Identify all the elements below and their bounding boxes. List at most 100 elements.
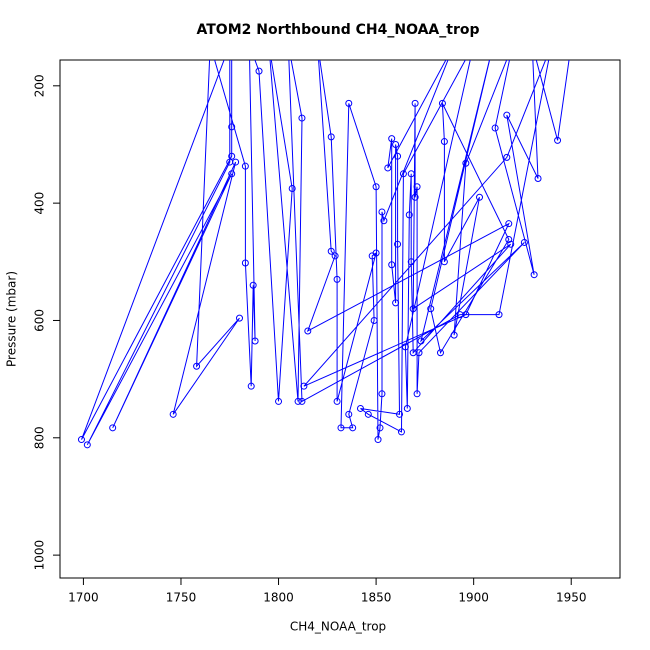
data-point [392, 299, 400, 307]
data-point [510, 42, 516, 48]
y-tick-label: 800 [33, 426, 47, 449]
data-point [241, 162, 249, 170]
data-point [411, 193, 419, 201]
data-point [246, 42, 252, 48]
y-tick-label: 1000 [33, 540, 47, 571]
data-point [228, 123, 236, 131]
data-point [440, 258, 448, 266]
data-point [438, 99, 446, 107]
data-point [462, 159, 470, 167]
data-point [294, 397, 302, 405]
y-tick-label: 600 [33, 309, 47, 332]
data-point [503, 111, 511, 119]
x-tick-label: 1750 [166, 591, 197, 605]
data-point [568, 42, 574, 48]
data-point [275, 397, 283, 405]
data-point [503, 153, 511, 161]
data-point [337, 424, 345, 432]
data-point [549, 42, 555, 48]
data-point [436, 349, 444, 357]
data-point [407, 258, 415, 266]
data-point [392, 140, 400, 148]
data-point [298, 114, 306, 122]
chart-title: ATOM2 Northbound CH4_NOAA_trop [197, 22, 480, 38]
data-point [364, 410, 372, 418]
data-point [380, 217, 388, 225]
data-point [193, 362, 201, 370]
data-point [333, 275, 341, 283]
plot-frame [59, 59, 621, 579]
data-point [304, 327, 312, 335]
data-point [399, 170, 407, 178]
data-point [417, 337, 425, 345]
data-point [534, 175, 542, 183]
data-point [530, 271, 538, 279]
data-point [374, 436, 382, 444]
data-point [77, 436, 85, 444]
data-point [370, 316, 378, 324]
data-point [251, 337, 259, 345]
data-point [396, 410, 404, 418]
data-point [384, 164, 392, 172]
data-point [228, 170, 236, 178]
data-point [255, 67, 263, 75]
data-point [407, 170, 415, 178]
data-point [236, 314, 244, 322]
x-tick-label: 1950 [556, 591, 587, 605]
data-point [507, 240, 515, 248]
data-point [427, 305, 435, 313]
data-point [397, 428, 405, 436]
data-point [409, 305, 417, 313]
data-point [451, 42, 457, 48]
data-point [491, 124, 499, 132]
data-point [266, 42, 272, 48]
x-tick-label: 1900 [458, 591, 489, 605]
data-point [229, 48, 235, 54]
data-point [169, 410, 177, 418]
data-point [450, 331, 458, 339]
data-point [462, 311, 470, 319]
data-point [345, 410, 353, 418]
data-point [413, 183, 421, 191]
data-point [331, 252, 339, 260]
data-point [388, 261, 396, 269]
data-point [505, 236, 513, 244]
data-point [490, 42, 496, 48]
data-point [520, 238, 528, 246]
y-tick-label: 200 [33, 74, 47, 97]
data-point [109, 424, 117, 432]
data-point [471, 42, 477, 48]
x-tick-label: 1700 [68, 591, 99, 605]
data-line [81, 60, 570, 446]
y-tick-label: 400 [33, 192, 47, 215]
data-point [298, 397, 306, 405]
data-point [378, 208, 386, 216]
data-point [554, 136, 562, 144]
data-point [285, 42, 291, 48]
plot-area [77, 42, 574, 449]
data-point [333, 397, 341, 405]
data-point [83, 441, 91, 449]
data-point [505, 220, 513, 228]
x-tick-label: 1850 [361, 591, 392, 605]
data-point [411, 99, 419, 107]
data-point [247, 382, 255, 390]
x-axis-label: CH4_NOAA_trop [290, 620, 386, 634]
data-point [401, 343, 409, 351]
data-point [227, 42, 233, 48]
data-point [232, 158, 240, 166]
data-point [476, 193, 484, 201]
y-axis-label: Pressure (mbar) [5, 271, 19, 367]
data-point [403, 404, 411, 412]
data-point [327, 247, 335, 255]
data-point [495, 311, 503, 319]
data-point [315, 42, 321, 48]
data-point [405, 211, 413, 219]
data-point [376, 424, 384, 432]
data-point [415, 349, 423, 357]
data-point [349, 424, 357, 432]
data-point [372, 183, 380, 191]
data-point [327, 133, 335, 141]
